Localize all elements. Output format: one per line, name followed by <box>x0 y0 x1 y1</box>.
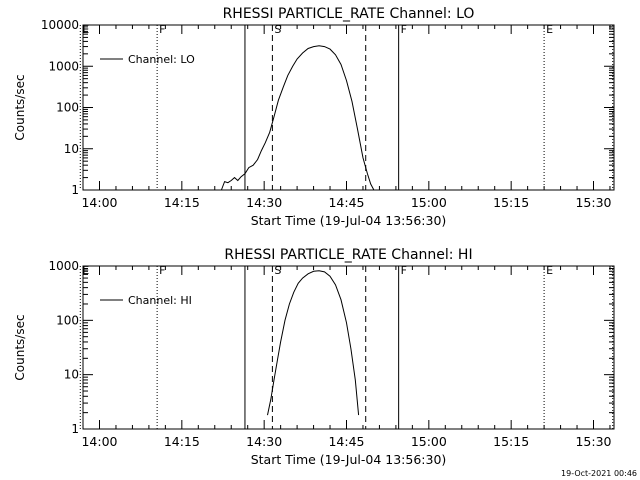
x-tick-label: 15:00 <box>411 434 447 449</box>
event-marker-label: E <box>82 23 89 36</box>
y-tick-label: 1000 <box>48 259 79 273</box>
x-tick-label: 14:00 <box>81 195 117 210</box>
y-tick-label: 10000 <box>41 18 79 32</box>
plot-frame <box>82 265 615 430</box>
x-tick-label: 14:00 <box>81 434 117 449</box>
event-marker-label: F <box>401 23 407 36</box>
x-tick-label: 14:45 <box>328 195 364 210</box>
y-tick-label: 1 <box>71 422 79 436</box>
event-marker-label: S <box>274 264 281 277</box>
y-tick-label: 100 <box>56 101 79 115</box>
x-tick-label: 14:30 <box>246 434 282 449</box>
x-tick-label: 14:15 <box>164 195 200 210</box>
event-marker-label: E <box>546 264 553 277</box>
y-tick-label: 10 <box>64 142 79 156</box>
plot-frame <box>82 24 615 191</box>
y-tick-label: 10 <box>64 368 79 382</box>
x-tick-label: 14:30 <box>246 195 282 210</box>
event-marker-label: E <box>82 264 89 277</box>
event-marker-label: F <box>159 264 165 277</box>
x-axis-label: Start Time (19-Jul-04 13:56:30) <box>251 213 447 228</box>
event-marker-label: S <box>274 23 281 36</box>
event-marker-label: E <box>546 23 553 36</box>
y-tick-label: 1 <box>71 183 79 197</box>
x-tick-label: 15:15 <box>493 434 529 449</box>
legend-label: Channel: HI <box>128 294 192 307</box>
x-tick-label: 14:15 <box>164 434 200 449</box>
y-axis-label: Counts/sec <box>13 314 27 380</box>
y-tick-label: 1000 <box>48 59 79 73</box>
series-line-0 <box>267 270 360 416</box>
chart-panel-lo: RHESSI PARTICLE_RATE Channel: LO Counts/s… <box>13 6 615 228</box>
chart-panel-hi: RHESSI PARTICLE_RATE Channel: HI Counts/s… <box>13 247 615 467</box>
x-tick-label: 15:00 <box>411 195 447 210</box>
series-line-0 <box>220 45 375 191</box>
event-marker-label: F <box>401 264 407 277</box>
event-marker-label: F <box>159 23 165 36</box>
chart-title: RHESSI PARTICLE_RATE Channel: HI <box>224 247 472 263</box>
chart-title: RHESSI PARTICLE_RATE Channel: LO <box>223 6 475 22</box>
x-tick-label: 15:30 <box>575 434 611 449</box>
footer-timestamp: 19-Oct-2021 00:46 <box>561 469 637 478</box>
x-tick-label: 15:30 <box>575 195 611 210</box>
x-tick-label: 14:45 <box>328 434 364 449</box>
legend-label: Channel: LO <box>128 53 195 66</box>
x-axis-label: Start Time (19-Jul-04 13:56:30) <box>251 452 447 467</box>
y-tick-label: 100 <box>56 313 79 327</box>
x-tick-label: 15:15 <box>493 195 529 210</box>
y-axis-label: Counts/sec <box>13 74 27 140</box>
